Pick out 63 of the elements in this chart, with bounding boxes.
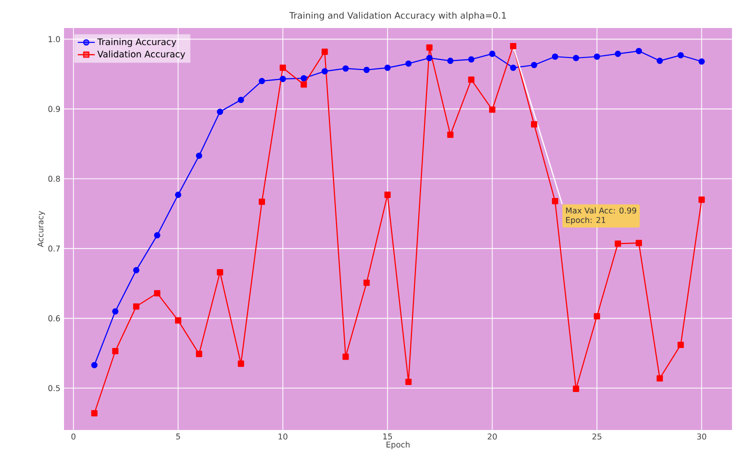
point [510, 43, 516, 50]
point [552, 53, 558, 60]
point [678, 52, 684, 58]
point [238, 96, 244, 104]
point [363, 66, 370, 74]
point [594, 53, 600, 60]
point [530, 121, 538, 128]
point [447, 58, 454, 64]
point [552, 198, 558, 204]
point [342, 354, 349, 360]
point [280, 76, 286, 82]
point [258, 78, 266, 84]
point [216, 108, 224, 115]
chart-title: Training and Validation Accuracy with alpha=0.1 [289, 12, 506, 20]
point [510, 64, 516, 71]
point [489, 106, 496, 113]
point [133, 303, 140, 310]
point [405, 60, 412, 67]
point [238, 360, 244, 367]
point [280, 64, 286, 71]
point [426, 44, 433, 51]
point [636, 240, 642, 246]
point [154, 232, 160, 238]
point [447, 132, 454, 138]
point [678, 342, 684, 348]
point [196, 350, 202, 358]
point [133, 267, 140, 274]
point [91, 410, 98, 416]
point [112, 348, 118, 354]
point [342, 65, 349, 72]
point [384, 64, 391, 71]
point [363, 280, 370, 286]
point [468, 76, 474, 83]
point [405, 378, 412, 385]
point [300, 75, 307, 82]
point [530, 62, 538, 68]
point [636, 48, 642, 54]
point [698, 196, 705, 203]
point [196, 152, 202, 159]
point [384, 192, 391, 198]
point [614, 50, 622, 57]
point [614, 240, 622, 247]
point [572, 54, 580, 62]
legend-label: Training Accuracy [97, 38, 176, 47]
point [112, 308, 118, 314]
point [258, 198, 266, 205]
point [154, 290, 160, 296]
point [656, 58, 663, 64]
point [572, 386, 580, 392]
point [656, 375, 663, 382]
point [322, 48, 328, 55]
point [174, 317, 182, 324]
point [426, 54, 433, 62]
point [698, 58, 705, 65]
point [174, 192, 182, 198]
legend-label: Validation Accuracy [97, 50, 186, 60]
point [322, 68, 328, 74]
point [91, 362, 98, 368]
point [216, 269, 224, 276]
point [489, 50, 496, 57]
point [468, 56, 474, 63]
point [300, 81, 307, 88]
point [594, 313, 600, 320]
